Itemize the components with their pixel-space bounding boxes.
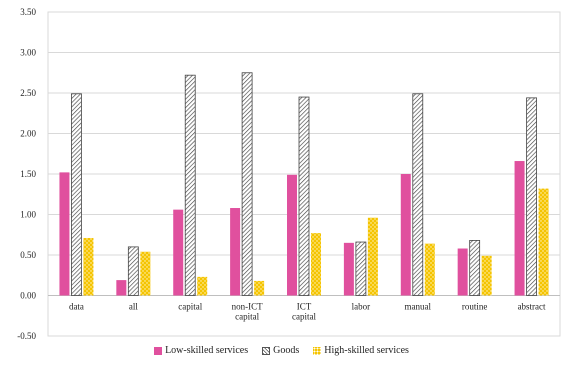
y-tick-label: 1.00 — [20, 210, 36, 220]
bar-high-skilled-services-6 — [424, 243, 435, 296]
category-label: capital — [178, 302, 202, 312]
y-tick-label: 2.00 — [20, 129, 36, 139]
y-tick-label: -0.50 — [17, 331, 36, 341]
bar-high-skilled-services-8 — [538, 188, 549, 296]
bar-high-skilled-services-0 — [83, 237, 94, 296]
bar-goods-2 — [184, 74, 196, 296]
bar-high-skilled-services-2 — [197, 276, 208, 296]
category-label: capital — [235, 312, 259, 322]
bar-goods-6 — [412, 93, 424, 296]
legend-label-low-skilled: Low-skilled services — [165, 345, 249, 356]
bar-goods-0 — [71, 93, 82, 296]
bar-high-skilled-services-1 — [140, 251, 151, 296]
category-label: abstract — [518, 302, 546, 312]
y-tick-label: 1.50 — [20, 169, 36, 179]
bar-goods-8 — [526, 97, 537, 296]
bar-low-skilled-services-6 — [400, 174, 411, 296]
category-label: data — [69, 302, 84, 312]
bar-high-skilled-services-7 — [481, 255, 492, 296]
legend-swatch-goods — [262, 346, 271, 355]
bar-goods-7 — [469, 240, 481, 296]
bar-low-skilled-services-5 — [343, 242, 354, 296]
y-tick-label: 2.50 — [20, 88, 36, 98]
legend-item-goods: Goods — [262, 345, 299, 356]
y-tick-label: 0.50 — [20, 250, 36, 260]
bar-goods-4 — [298, 96, 310, 296]
category-label: routine — [462, 302, 488, 312]
legend-item-low-skilled: Low-skilled services — [154, 345, 248, 356]
category-label: ICT — [297, 302, 312, 312]
bar-high-skilled-services-3 — [254, 280, 265, 296]
category-label: labor — [352, 302, 371, 312]
bar-low-skilled-services-0 — [59, 172, 70, 296]
legend-swatch-low-skilled — [154, 346, 163, 355]
bar-goods-1 — [127, 246, 139, 296]
bar-high-skilled-services-4 — [311, 233, 321, 296]
y-tick-label: 3.50 — [20, 7, 36, 17]
bar-chart-svg: 3.50 3.00 2.50 2.00 1.50 1.00 0.50 0.00 -0.50 dat… — [17, 7, 561, 341]
legend-item-high-skilled: High-skilled services — [313, 345, 409, 356]
bar-goods-3 — [241, 72, 253, 296]
category-label: non-ICT — [232, 302, 263, 312]
bar-low-skilled-services-2 — [173, 209, 184, 296]
category-label: all — [129, 302, 138, 312]
legend-swatch-high-skilled — [313, 346, 322, 355]
bar-low-skilled-services-3 — [230, 208, 241, 296]
legend: Low-skilled services Goods High-skilled … — [0, 345, 563, 356]
y-tick-label: 0.00 — [20, 291, 36, 301]
bar-low-skilled-services-4 — [287, 174, 297, 296]
bar-low-skilled-services-1 — [116, 280, 127, 296]
category-label: capital — [292, 312, 316, 322]
bar-low-skilled-services-7 — [457, 248, 468, 296]
category-label: manual — [405, 302, 432, 312]
bar-high-skilled-services-5 — [367, 217, 378, 296]
bar-low-skilled-services-8 — [514, 161, 525, 296]
legend-label-high-skilled: High-skilled services — [324, 345, 409, 356]
y-tick-label: 3.00 — [20, 48, 36, 58]
bar-goods-5 — [355, 241, 367, 296]
legend-label-goods: Goods — [273, 345, 300, 356]
